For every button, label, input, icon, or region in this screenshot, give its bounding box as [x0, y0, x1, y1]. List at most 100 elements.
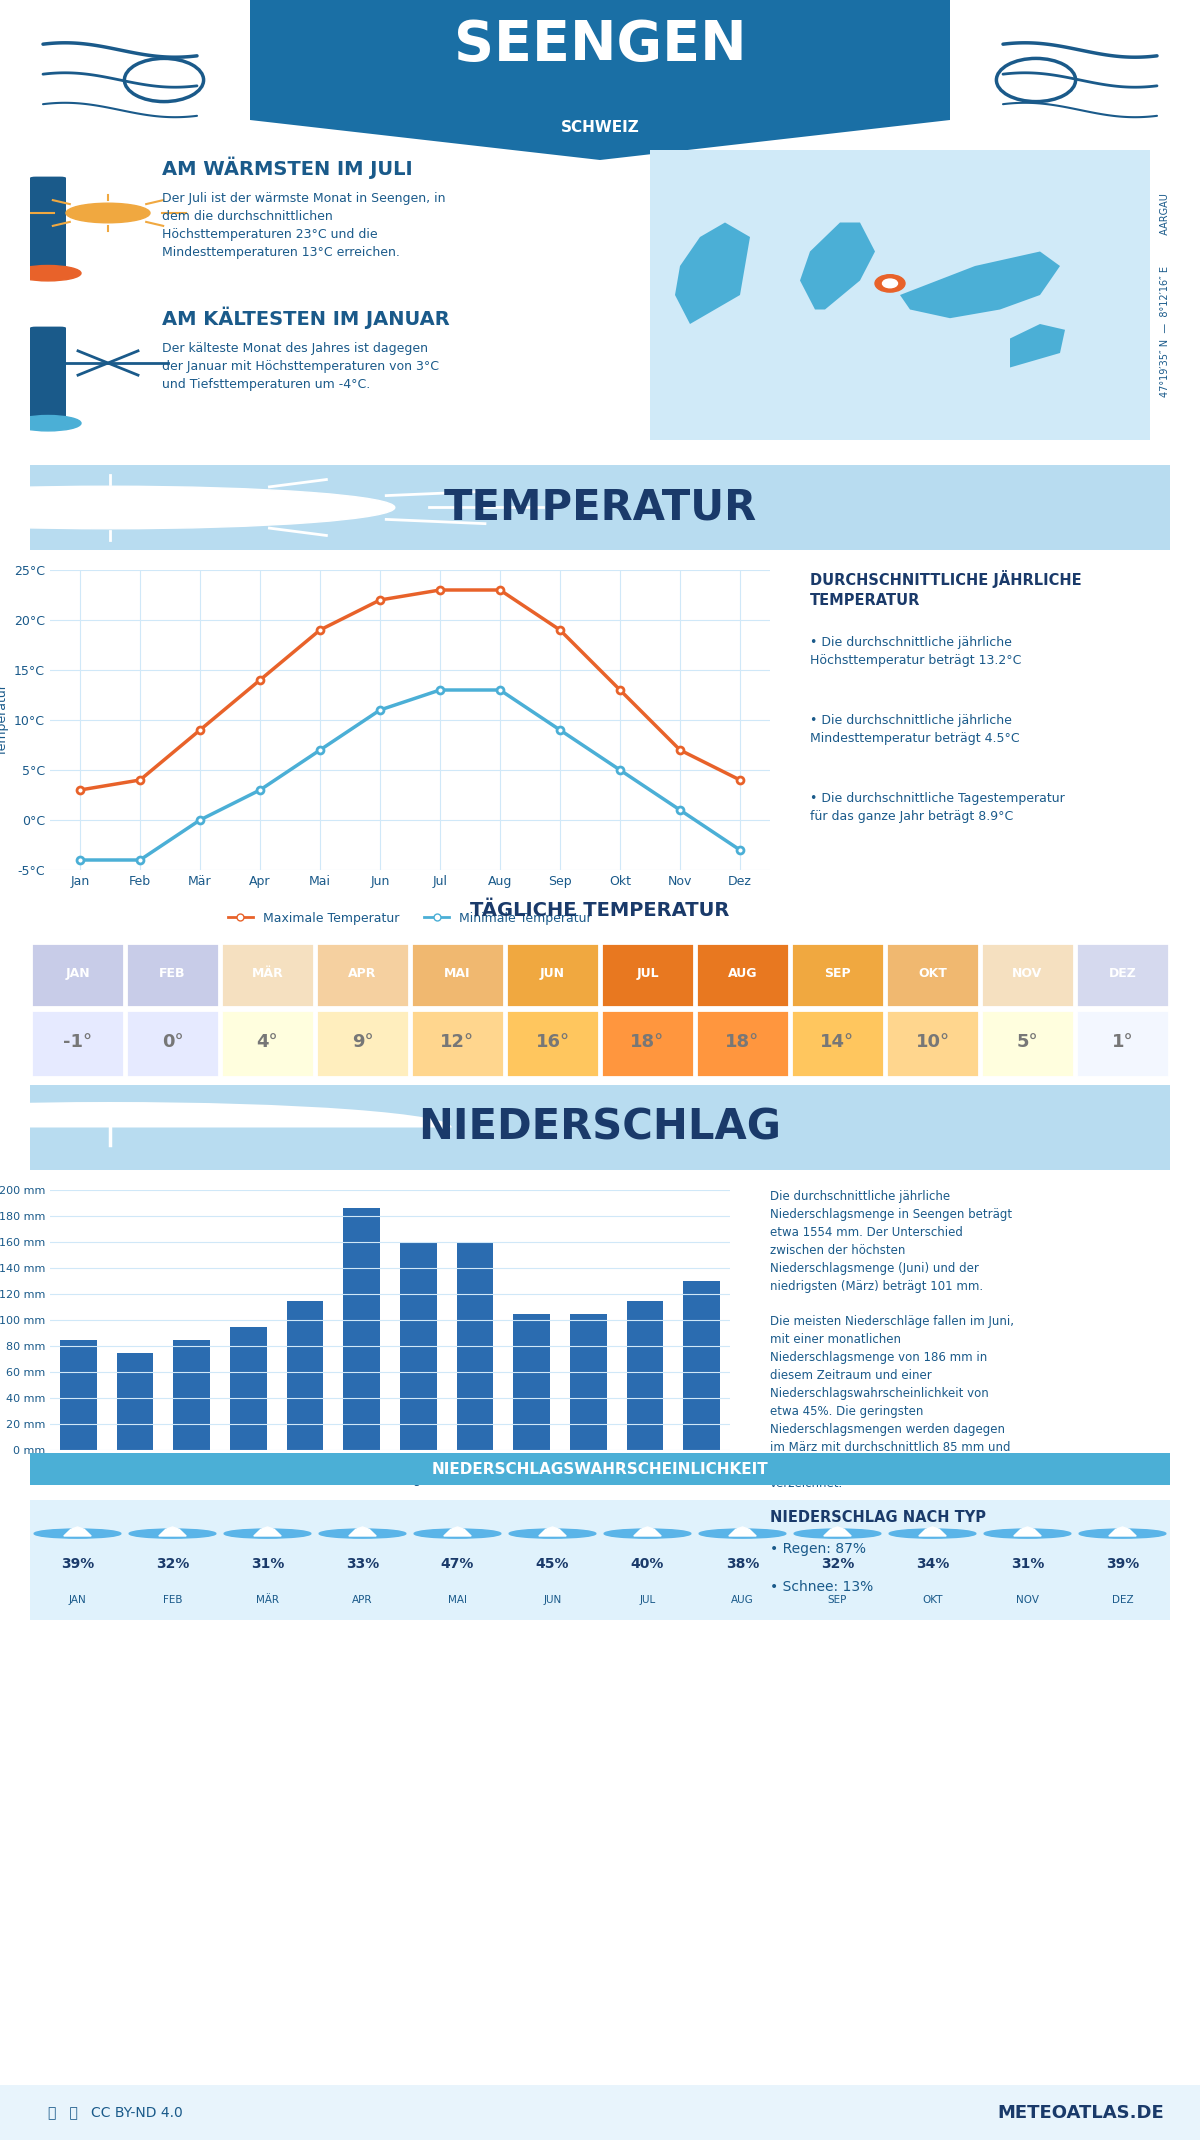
Text: NOV: NOV — [1013, 967, 1043, 980]
Text: AUG: AUG — [731, 1594, 754, 1605]
Text: 31%: 31% — [1010, 1556, 1044, 1571]
Text: SEP: SEP — [824, 967, 851, 980]
Text: 32%: 32% — [821, 1556, 854, 1571]
FancyBboxPatch shape — [30, 327, 66, 428]
Text: TÄGLICHE TEMPERATUR: TÄGLICHE TEMPERATUR — [470, 901, 730, 920]
Text: JUL: JUL — [636, 967, 659, 980]
Text: 4°: 4° — [257, 1034, 278, 1051]
Text: DEZ: DEZ — [1111, 1594, 1133, 1605]
Text: 9°: 9° — [352, 1034, 373, 1051]
Text: FEB: FEB — [163, 1594, 182, 1605]
Bar — [31, 1010, 124, 1076]
Circle shape — [875, 274, 905, 291]
Bar — [514, 1314, 550, 1451]
Circle shape — [66, 203, 150, 223]
Polygon shape — [728, 1528, 756, 1537]
Text: AM WÄRMSTEN IM JULI: AM WÄRMSTEN IM JULI — [162, 156, 413, 180]
Bar — [230, 1327, 266, 1451]
Text: DURCHSCHNITTLICHE JÄHRLICHE
TEMPERATUR: DURCHSCHNITTLICHE JÄHRLICHE TEMPERATUR — [810, 569, 1081, 608]
Text: 39%: 39% — [61, 1556, 94, 1571]
Text: NIEDERSCHLAG: NIEDERSCHLAG — [419, 1106, 781, 1149]
Polygon shape — [254, 1528, 281, 1537]
Circle shape — [34, 1530, 121, 1539]
Circle shape — [130, 1530, 216, 1539]
Polygon shape — [158, 1528, 186, 1537]
Text: Der Juli ist der wärmste Monat in Seengen, in
dem die durchschnittlichen
Höchstt: Der Juli ist der wärmste Monat in Seenge… — [162, 193, 445, 259]
Bar — [696, 944, 788, 1008]
Text: NOV: NOV — [1016, 1594, 1039, 1605]
Circle shape — [882, 278, 898, 287]
Text: Die durchschnittliche jährliche
Niederschlagsmenge in Seengen beträgt
etwa 1554 : Die durchschnittliche jährliche Niedersc… — [770, 1190, 1012, 1293]
Circle shape — [414, 1530, 500, 1539]
Text: 34%: 34% — [916, 1556, 949, 1571]
Polygon shape — [900, 253, 1060, 319]
Text: AM KÄLTESTEN IM JANUAR: AM KÄLTESTEN IM JANUAR — [162, 306, 450, 330]
Text: JUN: JUN — [540, 967, 565, 980]
Text: JUN: JUN — [544, 1594, 562, 1605]
Bar — [683, 1282, 720, 1451]
Bar — [343, 1209, 380, 1451]
Circle shape — [224, 1530, 311, 1539]
Circle shape — [794, 1530, 881, 1539]
Text: • Die durchschnittliche jährliche
Höchsttemperatur beträgt 13.2°C: • Die durchschnittliche jährliche Höchst… — [810, 636, 1021, 668]
Circle shape — [604, 1530, 691, 1539]
Text: APR: APR — [348, 967, 377, 980]
Wedge shape — [0, 1102, 452, 1128]
Text: 47°19′35″ N  —  8°12′16″ E          AARGAU: 47°19′35″ N — 8°12′16″ E AARGAU — [1160, 193, 1170, 396]
Circle shape — [14, 265, 82, 280]
Bar — [982, 1010, 1074, 1076]
Text: • Schnee: 13%: • Schnee: 13% — [770, 1581, 874, 1594]
Text: AUG: AUG — [727, 967, 757, 980]
Circle shape — [889, 1530, 976, 1539]
Bar — [60, 1340, 97, 1451]
Polygon shape — [1014, 1528, 1042, 1537]
Text: 18°: 18° — [630, 1034, 665, 1051]
Text: 33%: 33% — [346, 1556, 379, 1571]
Text: • Die durchschnittliche Tagestemperatur
für das ganze Jahr beträgt 8.9°C: • Die durchschnittliche Tagestemperatur … — [810, 792, 1064, 824]
Circle shape — [1079, 1530, 1166, 1539]
Bar — [412, 1010, 504, 1076]
Text: OKT: OKT — [918, 967, 947, 980]
Circle shape — [14, 415, 82, 430]
Text: 5°: 5° — [1016, 1034, 1038, 1051]
Polygon shape — [1010, 323, 1066, 368]
Text: APR: APR — [353, 1594, 373, 1605]
Bar — [626, 1301, 664, 1451]
Text: 39%: 39% — [1106, 1556, 1139, 1571]
Text: 10°: 10° — [916, 1034, 949, 1051]
Text: 40%: 40% — [631, 1556, 664, 1571]
Circle shape — [0, 486, 395, 529]
Text: Der kälteste Monat des Jahres ist dagegen
der Januar mit Höchsttemperaturen von : Der kälteste Monat des Jahres ist dagege… — [162, 342, 439, 392]
Text: 18°: 18° — [725, 1034, 760, 1051]
Text: 45%: 45% — [535, 1556, 569, 1571]
Bar — [506, 1010, 599, 1076]
Text: Ⓒ   ⓘ   CC BY-ND 4.0: Ⓒ ⓘ CC BY-ND 4.0 — [48, 2106, 182, 2119]
Bar — [791, 1010, 884, 1076]
Circle shape — [984, 1530, 1070, 1539]
Polygon shape — [1109, 1528, 1136, 1537]
Text: 47%: 47% — [440, 1556, 474, 1571]
Bar — [316, 1010, 409, 1076]
Bar — [601, 1010, 694, 1076]
Legend: Maximale Temperatur, Minimale Temperatur: Maximale Temperatur, Minimale Temperatur — [223, 907, 598, 929]
Text: JAN: JAN — [65, 967, 90, 980]
Bar — [886, 944, 979, 1008]
Polygon shape — [444, 1528, 472, 1537]
Text: MÄR: MÄR — [252, 967, 283, 980]
Circle shape — [700, 1530, 786, 1539]
Text: TEMPERATUR: TEMPERATUR — [443, 486, 757, 529]
Polygon shape — [674, 223, 750, 323]
Bar — [221, 1010, 314, 1076]
Text: METEOATLAS.DE: METEOATLAS.DE — [997, 2104, 1164, 2121]
Polygon shape — [824, 1528, 851, 1537]
Text: NIEDERSCHLAG NACH TYP: NIEDERSCHLAG NACH TYP — [770, 1509, 986, 1524]
Bar — [412, 944, 504, 1008]
Bar — [1076, 944, 1169, 1008]
Text: NIEDERSCHLAGSWAHRSCHEINLICHKEIT: NIEDERSCHLAGSWAHRSCHEINLICHKEIT — [432, 1462, 768, 1477]
Bar — [570, 1314, 607, 1451]
Y-axis label: Temperatur: Temperatur — [0, 685, 8, 755]
FancyBboxPatch shape — [30, 178, 66, 278]
Text: SEENGEN: SEENGEN — [454, 17, 746, 73]
Text: OKT: OKT — [923, 1594, 943, 1605]
Circle shape — [509, 1530, 596, 1539]
